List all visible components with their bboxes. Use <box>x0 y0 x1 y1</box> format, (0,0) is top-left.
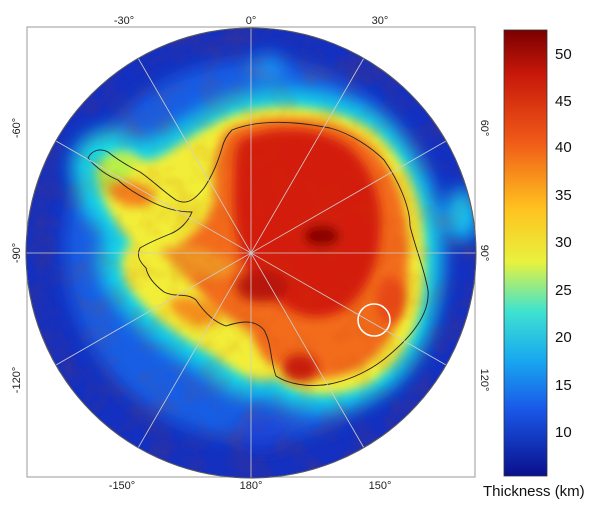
colorbar-tick-5: 25 <box>555 282 572 299</box>
longitude-labels: -30° 0° 30° -150° 180° 150° -60° -90° -1… <box>11 15 490 492</box>
lon-label-left-0: -60° <box>11 118 23 138</box>
disc-outline <box>25 27 477 479</box>
lon-label-top-1: 0° <box>246 15 257 27</box>
colorbar-tick-0: 50 <box>555 46 572 63</box>
colorbar-tick-6: 20 <box>555 329 572 346</box>
lon-label-right-2: 120° <box>478 369 490 392</box>
lon-label-bottom-2: 150° <box>369 480 392 492</box>
lon-label-right-1: 90° <box>478 245 490 262</box>
lon-label-top-2: 30° <box>372 15 389 27</box>
lon-label-left-2: -120° <box>11 367 23 393</box>
coastline <box>87 121 429 387</box>
lon-label-bottom-0: -150° <box>109 480 135 492</box>
colorbar-gradient <box>503 29 548 477</box>
colorbar-tick-8: 10 <box>555 424 572 441</box>
lon-label-right-0: 60° <box>478 120 490 137</box>
white-highlight-circle <box>357 303 391 337</box>
colorbar: 50 45 40 35 30 25 20 15 10 Thickness (km… <box>483 29 585 500</box>
colorbar-tick-7: 15 <box>555 377 572 394</box>
lon-label-left-1: -90° <box>11 243 23 263</box>
colorbar-tick-1: 45 <box>555 93 572 110</box>
colorbar-ticks: 50 45 40 35 30 25 20 15 10 <box>555 46 572 441</box>
colorbar-tick-2: 40 <box>555 139 572 156</box>
lon-label-top-0: -30° <box>114 15 134 27</box>
lon-label-bottom-1: 180° <box>240 480 263 492</box>
colorbar-tick-4: 30 <box>555 234 572 251</box>
colorbar-tick-3: 35 <box>555 187 572 204</box>
colorbar-title: Thickness (km) <box>483 483 585 500</box>
